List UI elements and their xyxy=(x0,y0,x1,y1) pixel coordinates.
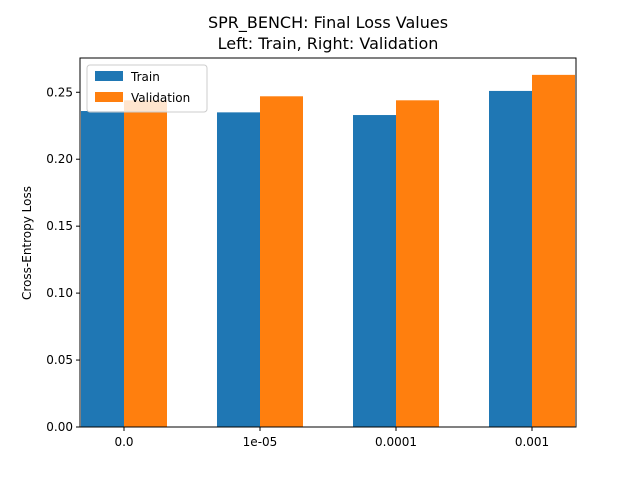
bar-validation-1 xyxy=(259,96,303,427)
x-tick-label: 0.0 xyxy=(114,435,133,449)
plot-frame xyxy=(79,57,577,428)
y-tick-label: 0.00 xyxy=(46,420,73,434)
bar-validation-2 xyxy=(396,100,440,427)
bars-layer xyxy=(80,74,576,428)
bar-train-0 xyxy=(80,111,124,427)
bar-train-3 xyxy=(489,90,533,428)
legend: Train Validation xyxy=(86,64,208,113)
bar-train-2 xyxy=(353,115,397,427)
y-axis: 0.00 0.05 0.10 0.15 0.20 0.25 xyxy=(46,85,80,434)
x-tick-label: 1e-05 xyxy=(243,435,278,449)
chart-title: SPR_BENCH: Final Loss Values xyxy=(208,13,448,33)
y-tick-label: 0.05 xyxy=(46,353,73,367)
y-tick-label: 0.25 xyxy=(46,85,73,99)
legend-label-validation: Validation xyxy=(131,91,190,105)
x-axis: 0.0 1e-05 0.0001 0.001 xyxy=(114,427,549,449)
bar-validation-3 xyxy=(532,74,576,427)
legend-swatch-train xyxy=(95,71,123,81)
chart-subtitle: Left: Train, Right: Validation xyxy=(218,34,439,53)
legend-swatch-validation xyxy=(95,92,123,102)
x-tick-label: 0.001 xyxy=(515,435,549,449)
bar-train-1 xyxy=(216,112,260,427)
legend-label-train: Train xyxy=(130,70,160,84)
y-tick-label: 0.20 xyxy=(46,152,73,166)
x-tick-label: 0.0001 xyxy=(375,435,417,449)
y-tick-label: 0.15 xyxy=(46,219,73,233)
y-axis-label: Cross-Entropy Loss xyxy=(20,186,34,300)
y-tick-label: 0.10 xyxy=(46,286,73,300)
bar-validation-0 xyxy=(123,100,167,427)
